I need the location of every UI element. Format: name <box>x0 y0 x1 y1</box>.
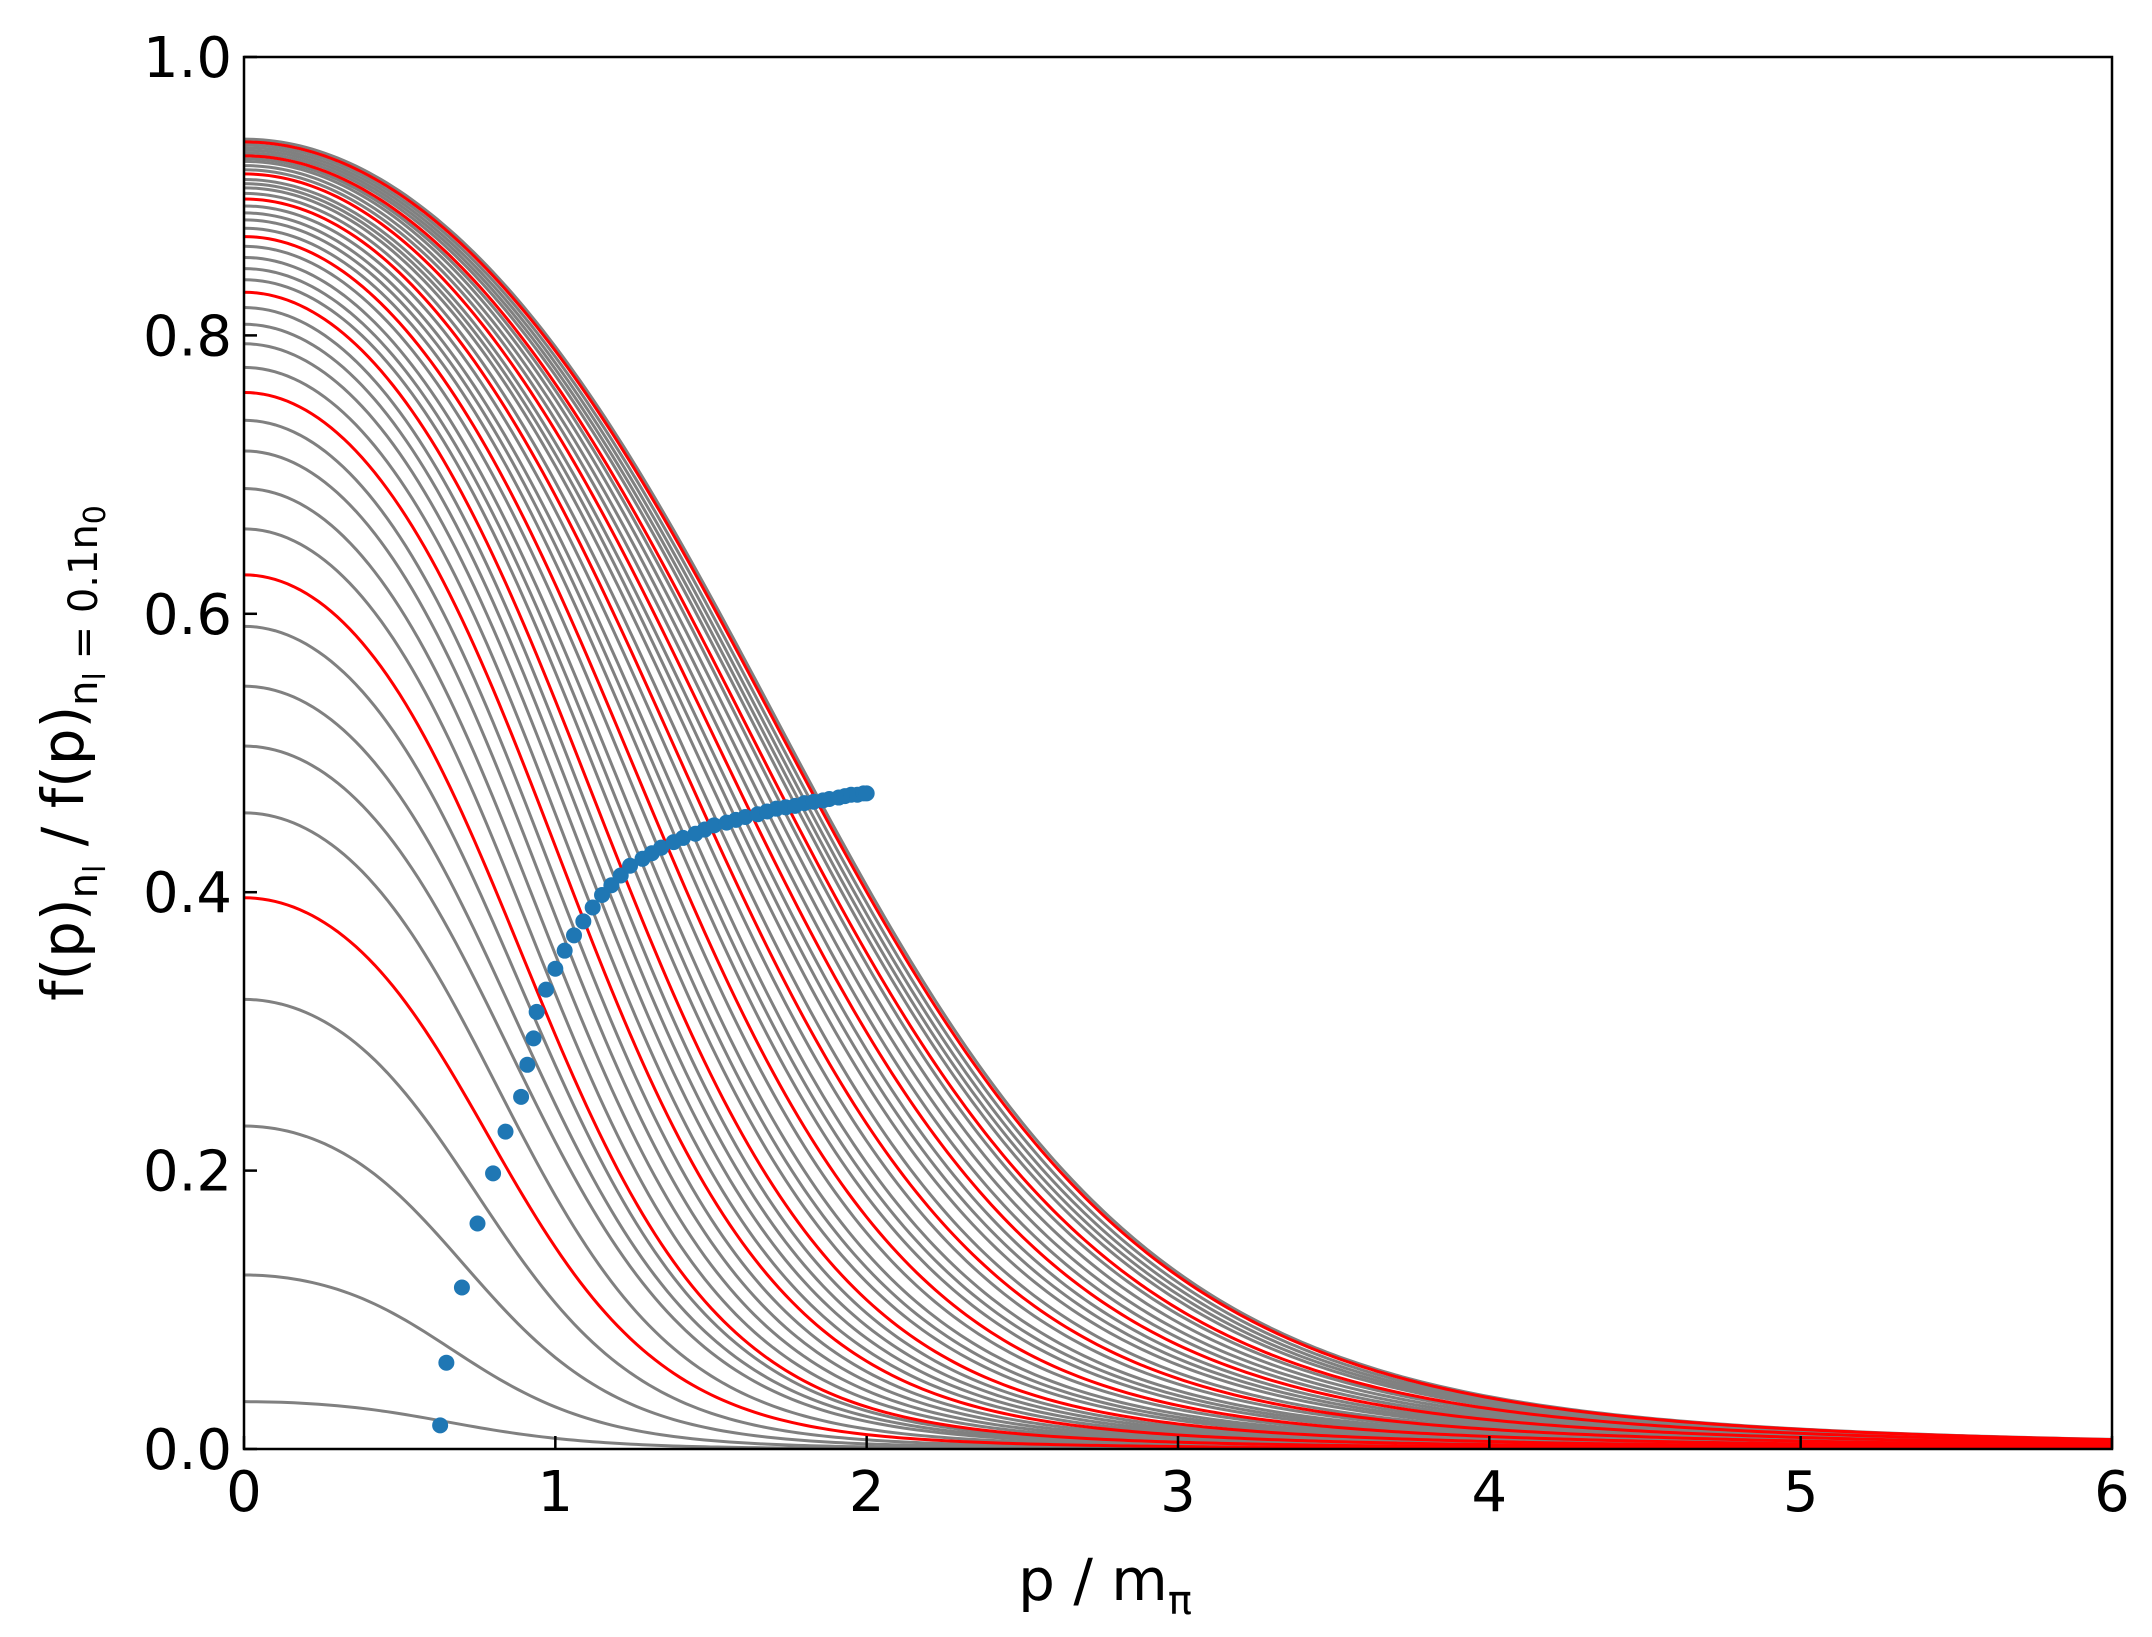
y-label-numerator: f(p) <box>29 898 97 1001</box>
data-point-7 <box>519 1056 536 1073</box>
point-group <box>432 785 875 1434</box>
data-point-19 <box>622 857 639 874</box>
data-point-13 <box>566 927 583 944</box>
data-point-14 <box>575 913 592 930</box>
y-label-denominator: / f(p) <box>29 706 97 865</box>
y-tick-label-4: 0.8 <box>143 304 232 369</box>
data-point-15 <box>584 899 601 916</box>
y-label-denominator-sub: n <box>61 680 107 705</box>
y-axis: 0.0 0.2 0.4 0.6 0.8 1.0 <box>143 26 257 1483</box>
data-point-12 <box>556 942 573 959</box>
data-point-22 <box>653 839 670 856</box>
highlight-curve-44 <box>244 140 2112 1442</box>
data-point-45 <box>858 785 875 802</box>
y-tick-label-1: 0.2 <box>143 1140 232 1205</box>
y-tick-label-2: 0.4 <box>143 861 232 926</box>
x-tick-label-5: 5 <box>1783 1460 1819 1525</box>
data-point-9 <box>528 1003 545 1020</box>
data-point-2 <box>453 1279 470 1296</box>
data-point-1 <box>438 1354 455 1371</box>
y-axis-label: f(p)nl / f(p)nl = 0.1n0 <box>29 505 113 1001</box>
data-point-0 <box>432 1417 449 1434</box>
data-point-8 <box>525 1030 542 1047</box>
y-label-denominator-subsub: l <box>78 672 113 680</box>
x-tick-label-6: 6 <box>2094 1460 2130 1525</box>
data-point-3 <box>469 1215 486 1232</box>
y-tick-label-3: 0.6 <box>143 583 232 648</box>
data-point-6 <box>513 1088 530 1105</box>
y-label-numerator-subsub: l <box>78 865 113 873</box>
y-label-denominator-sub2: = 0.1n <box>61 524 107 672</box>
x-tick-label-1: 1 <box>538 1460 574 1525</box>
data-point-30 <box>737 809 754 826</box>
data-point-4 <box>485 1165 502 1182</box>
x-tick-label-0: 0 <box>226 1460 262 1525</box>
data-point-5 <box>497 1123 514 1140</box>
data-point-24 <box>674 829 691 846</box>
y-label-numerator-sub: n <box>61 873 107 898</box>
x-tick-label-2: 2 <box>849 1460 885 1525</box>
data-point-10 <box>537 981 554 998</box>
x-axis-label-main: p / m <box>1018 1546 1168 1614</box>
highlight-curve-39 <box>244 154 2112 1443</box>
data-point-27 <box>706 817 723 834</box>
y-tick-label-0: 0.0 <box>143 1418 232 1483</box>
x-tick-label-3: 3 <box>1160 1460 1196 1525</box>
x-axis-label: p / mπ <box>1018 1546 1192 1624</box>
y-label-denominator-subsub2: 0 <box>78 505 113 524</box>
data-point-11 <box>547 960 564 977</box>
x-tick-label-4: 4 <box>1472 1460 1508 1525</box>
x-axis-label-subscript: π <box>1168 1578 1192 1624</box>
y-tick-label-5: 1.0 <box>143 26 232 91</box>
x-axis: 0 1 2 3 4 5 6 <box>226 1436 2130 1525</box>
